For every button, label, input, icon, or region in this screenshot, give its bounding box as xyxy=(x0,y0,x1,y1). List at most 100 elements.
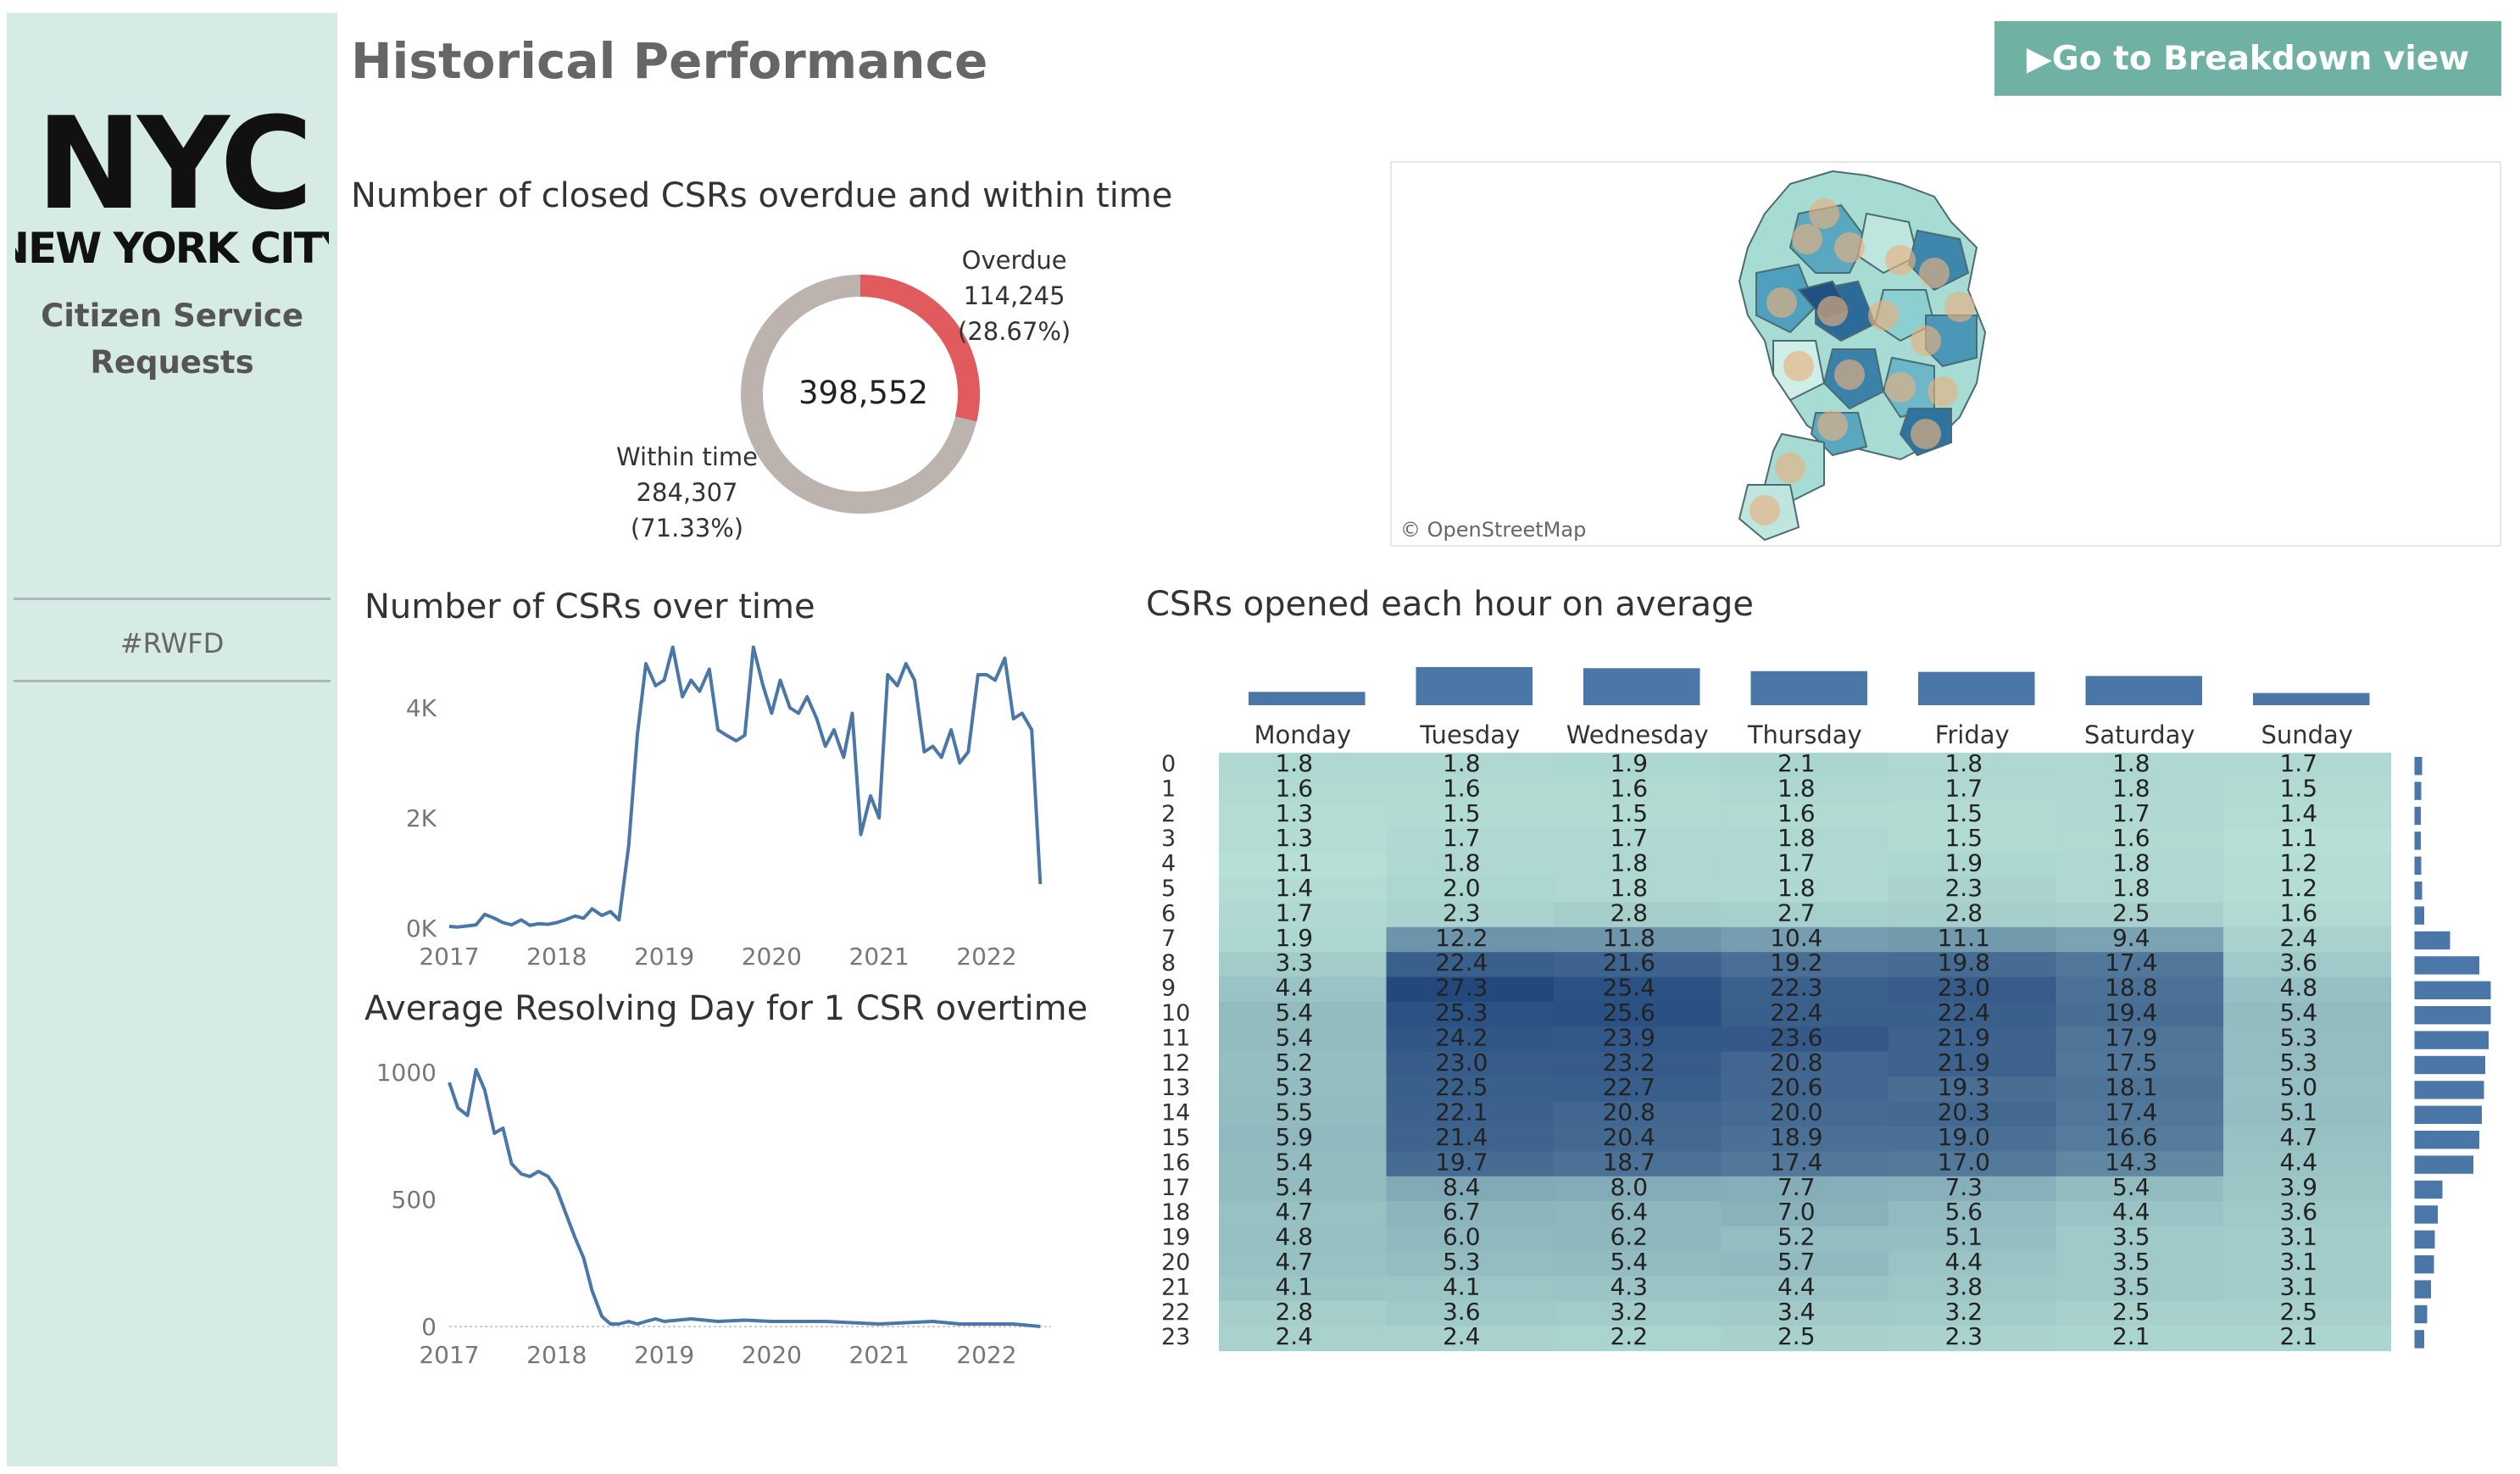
heatmap-cell[interactable] xyxy=(1386,1076,1555,1103)
heatmap-cell[interactable] xyxy=(2223,1251,2391,1277)
heatmap-cell[interactable] xyxy=(1386,1251,1555,1277)
heatmap-cell[interactable] xyxy=(1386,1002,1555,1027)
heatmap-cell[interactable] xyxy=(1219,802,1387,828)
heatmap-cell[interactable] xyxy=(2055,802,2224,828)
heatmap-cell[interactable] xyxy=(1386,802,1555,828)
heatmap-cell[interactable] xyxy=(1219,1151,1387,1177)
heatmap-cell[interactable] xyxy=(1721,926,1889,953)
heatmap-cell[interactable] xyxy=(2055,902,2224,928)
heatmap-cell[interactable] xyxy=(1386,1126,1555,1152)
heatmap-cell[interactable] xyxy=(1889,1226,2056,1252)
row-total-bar[interactable] xyxy=(2414,856,2422,875)
heatmap-cell[interactable] xyxy=(1554,753,1722,778)
heatmap-cell[interactable] xyxy=(1386,1151,1555,1177)
series-line[interactable] xyxy=(448,1068,1041,1328)
heatmap-cell[interactable] xyxy=(1219,852,1387,878)
column-total-bar[interactable] xyxy=(1750,670,1868,705)
heatmap-cell[interactable] xyxy=(1889,877,2056,903)
heatmap-cell[interactable] xyxy=(1554,877,1722,903)
heatmap-cell[interactable] xyxy=(2055,777,2224,804)
row-total-bar[interactable] xyxy=(2414,1131,2480,1149)
heatmap-cell[interactable] xyxy=(1386,1226,1555,1252)
heatmap-cell[interactable] xyxy=(1554,1326,1722,1352)
heatmap-cell[interactable] xyxy=(1219,1276,1387,1302)
column-total-bar[interactable] xyxy=(1918,671,2035,705)
heatmap-cell[interactable] xyxy=(1554,1251,1722,1277)
heatmap-cell[interactable] xyxy=(1554,926,1722,953)
heatmap-cell[interactable] xyxy=(2055,753,2224,778)
heatmap-cell[interactable] xyxy=(1721,1226,1889,1252)
row-total-bar[interactable] xyxy=(2414,1155,2474,1174)
heatmap-cell[interactable] xyxy=(1721,1300,1889,1327)
heatmap-cell[interactable] xyxy=(1554,827,1722,854)
heatmap-cell[interactable] xyxy=(1386,1326,1555,1352)
heatmap-cell[interactable] xyxy=(2223,877,2391,903)
heatmap-cell[interactable] xyxy=(1721,952,1889,978)
heatmap-cell[interactable] xyxy=(1219,976,1387,1003)
heatmap-cell[interactable] xyxy=(2223,1026,2391,1053)
row-total-bar[interactable] xyxy=(2414,906,2425,925)
heatmap-cell[interactable] xyxy=(1721,1002,1889,1027)
heatmap-cell[interactable] xyxy=(1386,1176,1555,1202)
heatmap-cell[interactable] xyxy=(2223,1201,2391,1227)
heatmap-cell[interactable] xyxy=(1554,1002,1722,1027)
heatmap-cell[interactable] xyxy=(2223,1326,2391,1352)
heatmap-cell[interactable] xyxy=(1554,1126,1722,1152)
heatmap-cell[interactable] xyxy=(1721,827,1889,854)
heatmap-cell[interactable] xyxy=(2055,1251,2224,1277)
heatmap-cell[interactable] xyxy=(2055,1101,2224,1127)
heatmap-cell[interactable] xyxy=(1219,1101,1387,1127)
heatmap-cell[interactable] xyxy=(1219,1326,1387,1352)
row-total-bar[interactable] xyxy=(2414,1006,2491,1025)
heatmap-cell[interactable] xyxy=(1386,753,1555,778)
heatmap-cell[interactable] xyxy=(1721,877,1889,903)
heatmap-cell[interactable] xyxy=(1889,802,2056,828)
heatmap-cell[interactable] xyxy=(1219,952,1387,978)
heatmap-cell[interactable] xyxy=(2055,1026,2224,1053)
heatmap-cell[interactable] xyxy=(2055,1126,2224,1152)
heatmap-cell[interactable] xyxy=(2223,952,2391,978)
heatmap-cell[interactable] xyxy=(1721,777,1889,804)
heatmap-cell[interactable] xyxy=(2055,827,2224,854)
heatmap-cell[interactable] xyxy=(1386,902,1555,928)
heatmap-cell[interactable] xyxy=(2223,1226,2391,1252)
heatmap-cell[interactable] xyxy=(1721,1101,1889,1127)
heatmap-cell[interactable] xyxy=(2055,1276,2224,1302)
heatmap-cell[interactable] xyxy=(1889,976,2056,1003)
heatmap-cell[interactable] xyxy=(1889,1051,2056,1077)
heatmap-cell[interactable] xyxy=(2223,1276,2391,1302)
heatmap-cell[interactable] xyxy=(1219,1002,1387,1027)
heatmap-cell[interactable] xyxy=(1386,827,1555,854)
heatmap-cell[interactable] xyxy=(1721,1176,1889,1202)
heatmap-cell[interactable] xyxy=(2223,753,2391,778)
heatmap-cell[interactable] xyxy=(1386,1276,1555,1302)
column-total-bar[interactable] xyxy=(1416,667,1533,705)
heatmap-cell[interactable] xyxy=(1889,1201,2056,1227)
heatmap-cell[interactable] xyxy=(2223,1076,2391,1103)
heatmap-cell[interactable] xyxy=(1554,1151,1722,1177)
heatmap-cell[interactable] xyxy=(1386,777,1555,804)
heatmap-cell[interactable] xyxy=(1889,1026,2056,1053)
heatmap-cell[interactable] xyxy=(2055,852,2224,878)
row-total-bar[interactable] xyxy=(2414,931,2450,950)
heatmap-cell[interactable] xyxy=(1721,802,1889,828)
heatmap-cell[interactable] xyxy=(1889,852,2056,878)
heatmap-cell[interactable] xyxy=(2055,1151,2224,1177)
row-total-bar[interactable] xyxy=(2414,1180,2443,1199)
heatmap-cell[interactable] xyxy=(1889,1300,2056,1327)
heatmap-cell[interactable] xyxy=(1386,1101,1555,1127)
heatmap-cell[interactable] xyxy=(1219,827,1387,854)
heatmap-cell[interactable] xyxy=(2055,926,2224,953)
heatmap-cell[interactable] xyxy=(2055,1226,2224,1252)
heatmap-cell[interactable] xyxy=(2055,877,2224,903)
row-total-bar[interactable] xyxy=(2414,757,2423,776)
heatmap-cell[interactable] xyxy=(1554,1051,1722,1077)
heatmap-cell[interactable] xyxy=(1219,1300,1387,1327)
heatmap-cell[interactable] xyxy=(1721,1026,1889,1053)
heatmap-cell[interactable] xyxy=(1554,802,1722,828)
heatmap-cell[interactable] xyxy=(2055,1300,2224,1327)
heatmap-cell[interactable] xyxy=(2223,1151,2391,1177)
heatmap-cell[interactable] xyxy=(1721,1276,1889,1302)
heatmap-cell[interactable] xyxy=(1386,952,1555,978)
column-total-bar[interactable] xyxy=(2085,676,2203,705)
